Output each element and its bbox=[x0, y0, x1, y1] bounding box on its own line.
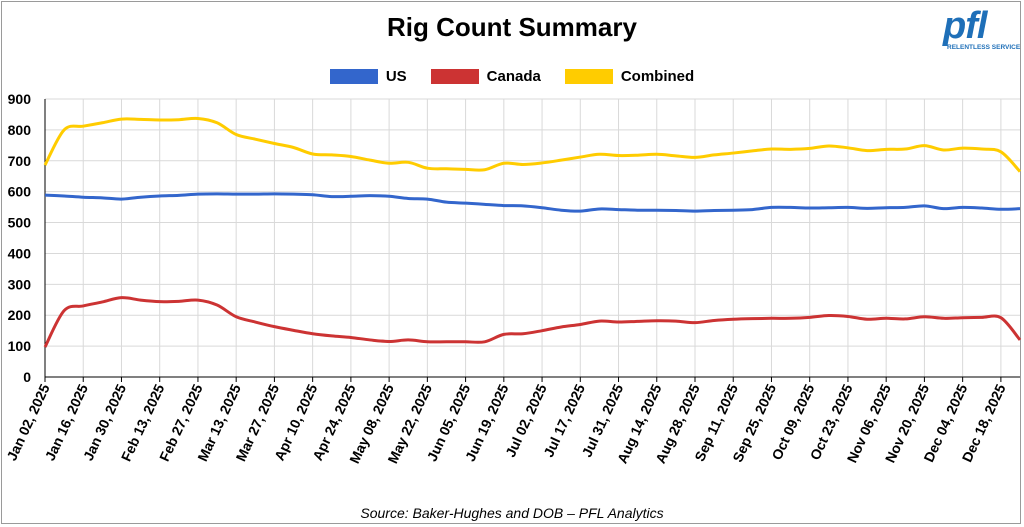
legend-swatch-us bbox=[329, 69, 378, 84]
legend-swatch-canada bbox=[430, 69, 479, 84]
legend-label-canada: Canada bbox=[486, 68, 541, 85]
y-tick-label: 200 bbox=[8, 307, 32, 323]
series-line-canada bbox=[43, 296, 1022, 348]
y-tick-label: 900 bbox=[8, 91, 32, 107]
series-line-combined bbox=[43, 116, 1022, 173]
logo-wordmark: pfl bbox=[943, 5, 987, 47]
y-tick-label: 100 bbox=[8, 338, 32, 354]
y-tick-label: 600 bbox=[8, 184, 32, 200]
logo-tagline: RELENTLESS SERVICE bbox=[947, 44, 1021, 51]
pfl-logo: pfl RELENTLESS SERVICE bbox=[934, 6, 1020, 54]
y-tick-label: 300 bbox=[8, 276, 32, 292]
legend-item-canada: Canada bbox=[430, 68, 541, 85]
legend-swatch-combined bbox=[564, 69, 613, 84]
legend-item-combined: Combined bbox=[564, 68, 695, 85]
y-tick-label: 0 bbox=[23, 369, 31, 385]
series-line-us bbox=[44, 192, 1021, 213]
legend-label-combined: Combined bbox=[620, 68, 695, 85]
y-tick-label: 500 bbox=[8, 215, 32, 231]
y-tick-label: 700 bbox=[8, 153, 32, 169]
chart-title: Rig Count Summary bbox=[387, 12, 637, 42]
source-note: Source: Baker-Hughes and DOB – PFL Analy… bbox=[360, 505, 664, 521]
y-tick-label: 800 bbox=[8, 122, 32, 138]
chart-legend: US Canada Combined bbox=[0, 68, 1024, 85]
legend-item-us: US bbox=[329, 68, 407, 85]
y-tick-label: 400 bbox=[8, 245, 32, 261]
legend-label-us: US bbox=[385, 68, 407, 85]
